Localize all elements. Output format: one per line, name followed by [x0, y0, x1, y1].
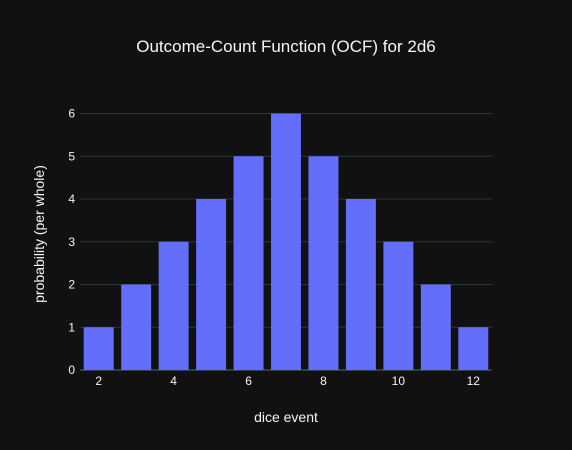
bar[interactable] [158, 241, 189, 370]
x-tick-label: 4 [170, 374, 177, 388]
bar[interactable] [196, 199, 227, 370]
x-tick-label: 8 [320, 374, 327, 388]
y-axis-ticks: 0 1 2 3 4 5 6 [68, 107, 75, 377]
bar[interactable] [345, 199, 376, 370]
x-tick-label: 6 [245, 374, 252, 388]
y-tick-label: 6 [68, 107, 75, 121]
bar[interactable] [83, 327, 114, 370]
x-axis-title: dice event [254, 409, 318, 425]
x-tick-label: 10 [392, 374, 406, 388]
x-axis-ticks: 2 4 6 8 10 12 [95, 374, 480, 388]
bar[interactable] [420, 284, 451, 370]
y-tick-label: 0 [68, 363, 75, 377]
y-tick-label: 1 [68, 320, 75, 334]
y-tick-label: 3 [68, 235, 75, 249]
bars [83, 113, 489, 371]
bar[interactable] [458, 327, 489, 370]
x-tick-label: 12 [467, 374, 481, 388]
y-tick-label: 4 [68, 192, 75, 206]
chart-title: Outcome-Count Function (OCF) for 2d6 [136, 37, 436, 56]
bar[interactable] [271, 113, 301, 371]
y-tick-label: 2 [68, 278, 75, 292]
x-tick-label: 2 [95, 374, 102, 388]
bar[interactable] [383, 241, 414, 370]
y-axis-title: probability (per whole) [31, 165, 47, 303]
bar[interactable] [233, 156, 264, 370]
bar[interactable] [121, 284, 152, 370]
y-tick-label: 5 [68, 149, 75, 163]
bar[interactable] [308, 156, 339, 370]
